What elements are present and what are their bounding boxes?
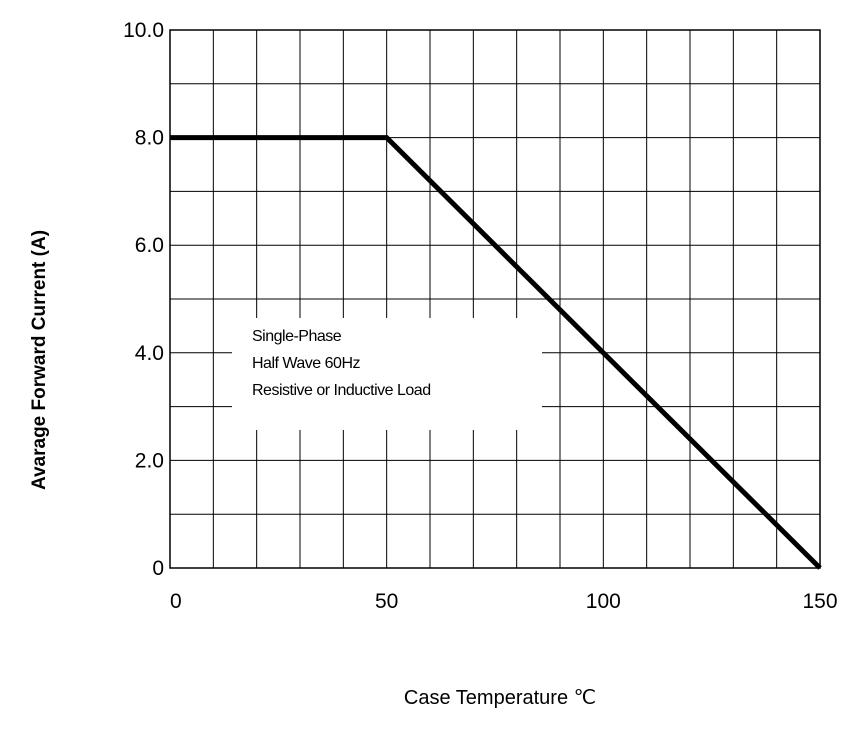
x-tick-label: 100 bbox=[586, 590, 621, 613]
y-axis-label: Avarage Forward Current (A) bbox=[29, 229, 50, 491]
annotation-box bbox=[232, 318, 542, 430]
grid-lines bbox=[170, 30, 820, 568]
y-tick-label: 0 bbox=[152, 557, 164, 580]
y-tick-label: 6.0 bbox=[135, 234, 164, 257]
x-tick-label: 0 bbox=[170, 590, 182, 613]
series-line bbox=[170, 135, 822, 570]
x-axis-label: Case Temperature ℃ bbox=[403, 687, 597, 709]
chart-canvas: 0 2.0 4.0 6.0 8.0 10.0 0 50 100 150 bbox=[123, 19, 837, 613]
x-tick-label: 150 bbox=[802, 590, 837, 613]
y-tick-label: 4.0 bbox=[135, 342, 164, 365]
plot-frame bbox=[169, 29, 821, 569]
y-axis-label-container: Avarage Forward Current (A) bbox=[0, 0, 72, 700]
annotation-line-2: Half Wave 60Hz bbox=[252, 355, 360, 372]
y-tick-label: 10.0 bbox=[123, 19, 164, 42]
x-tick-label: 50 bbox=[375, 590, 398, 613]
annotation-text: Single-Phase Half Wave 60Hz Resistive or… bbox=[252, 323, 431, 404]
annotation-line-1: Single-Phase bbox=[252, 328, 342, 345]
tick-labels: 0 2.0 4.0 6.0 8.0 10.0 0 50 100 150 bbox=[123, 19, 837, 613]
y-tick-label: 2.0 bbox=[135, 449, 164, 472]
y-tick-label: 8.0 bbox=[135, 127, 164, 150]
annotation-line-3: Resistive or Inductive Load bbox=[252, 382, 431, 399]
